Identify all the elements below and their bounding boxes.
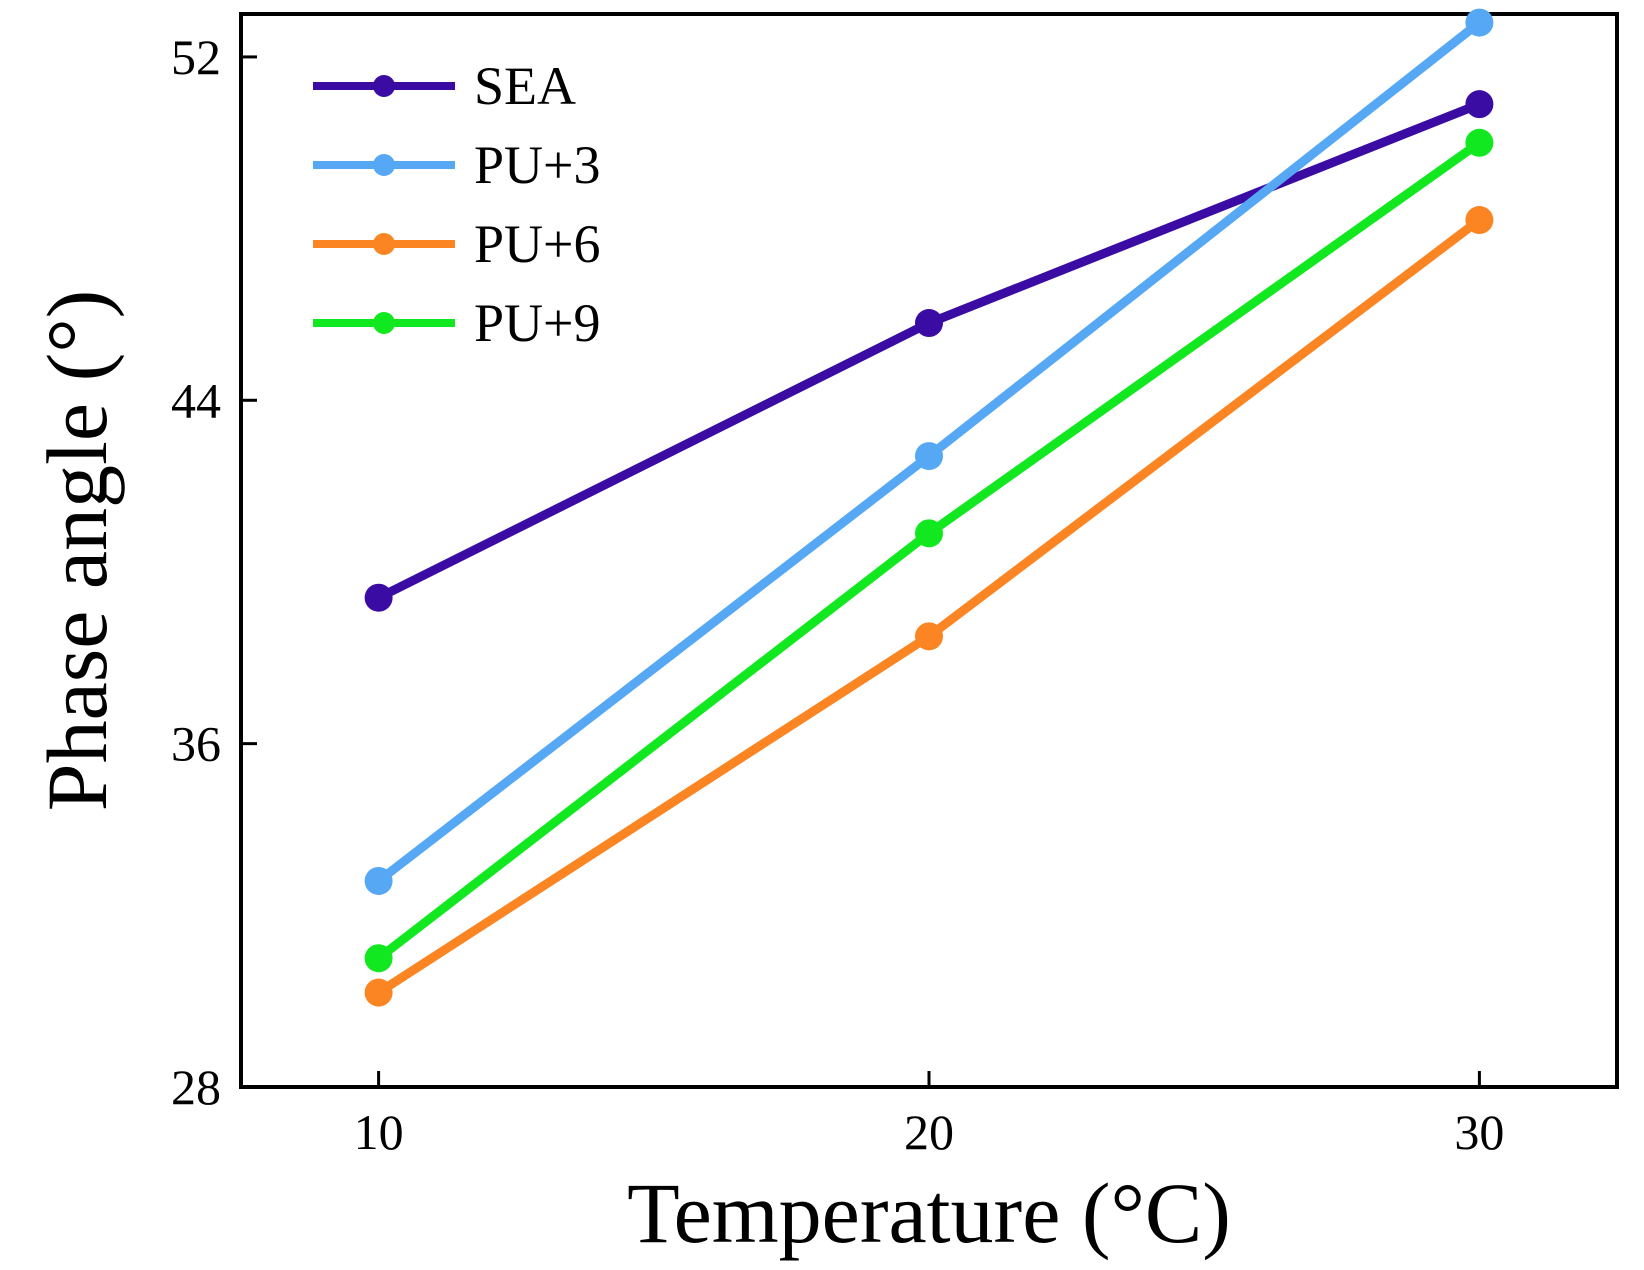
x-tick-label-0: 10 bbox=[354, 1104, 404, 1160]
data-point-2-2 bbox=[1465, 206, 1494, 235]
legend-swatch-marker-3 bbox=[373, 312, 395, 334]
legend-label-3: PU+9 bbox=[474, 293, 600, 353]
x-tick-label-2: 30 bbox=[1454, 1104, 1504, 1160]
y-tick-label-3: 52 bbox=[171, 29, 221, 85]
x-tick-label-1: 20 bbox=[904, 1104, 954, 1160]
y-tick-label-1: 36 bbox=[171, 716, 221, 772]
legend: SEA PU+3 PU+6 PU+9 bbox=[313, 56, 600, 353]
data-point-0-0 bbox=[364, 583, 393, 612]
y-tick-label-2: 44 bbox=[171, 372, 221, 428]
legend-label-0: SEA bbox=[474, 56, 576, 116]
legend-label-2: PU+6 bbox=[474, 214, 600, 274]
legend-entry-1: PU+3 bbox=[313, 135, 600, 195]
data-point-1-0 bbox=[364, 866, 393, 895]
plot-area bbox=[364, 8, 1494, 1007]
data-point-1-2 bbox=[1465, 8, 1494, 37]
data-point-2-0 bbox=[364, 978, 393, 1007]
series-3 bbox=[364, 128, 1494, 973]
legend-entry-2: PU+6 bbox=[313, 214, 600, 274]
data-point-3-1 bbox=[915, 519, 943, 548]
data-point-0-2 bbox=[1465, 90, 1494, 119]
series-0 bbox=[364, 90, 1494, 612]
data-point-3-2 bbox=[1465, 128, 1494, 157]
legend-swatch-marker-1 bbox=[373, 154, 395, 176]
series-1 bbox=[364, 8, 1494, 895]
data-point-3-0 bbox=[364, 944, 393, 973]
data-point-2-1 bbox=[915, 622, 943, 651]
y-tick-label-0: 28 bbox=[171, 1059, 221, 1115]
series-2 bbox=[364, 206, 1494, 1007]
legend-entry-0: SEA bbox=[313, 56, 576, 116]
legend-swatch-marker-0 bbox=[373, 75, 395, 97]
legend-entry-3: PU+9 bbox=[313, 293, 600, 353]
x-axis-title: Temperature (°C) bbox=[627, 1165, 1231, 1261]
data-point-0-1 bbox=[915, 309, 943, 338]
legend-label-1: PU+3 bbox=[474, 135, 600, 195]
legend-swatch-marker-2 bbox=[373, 233, 395, 255]
y-axis-title: Phase angle (°) bbox=[29, 290, 125, 812]
plot-frame bbox=[239, 12, 1619, 1089]
axes: 28 36 44 52 10 20 30 bbox=[171, 12, 1619, 1160]
data-point-1-1 bbox=[915, 442, 943, 471]
